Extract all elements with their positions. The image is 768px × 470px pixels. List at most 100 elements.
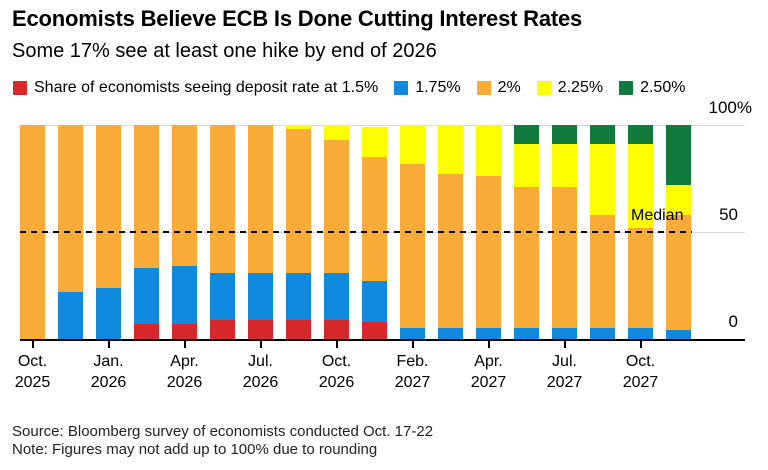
xlabel-Oct.2026: Oct. 2026: [295, 351, 379, 393]
bar-8: [286, 125, 311, 339]
bar-7: [248, 125, 273, 339]
bar-3-segment-2pct: [96, 125, 121, 288]
bar-7-segment-1.75pct: [248, 272, 273, 320]
source-note: Source: Bloomberg survey of economists c…: [12, 423, 433, 458]
bar-17-segment-1.75pct: [628, 328, 653, 339]
page-title: Economists Believe ECB Is Done Cutting I…: [12, 6, 583, 31]
median-line: [20, 230, 692, 233]
xtick-Apr.2026: [183, 341, 186, 348]
bar-5-segment-1.5pct: [172, 324, 197, 339]
bar-17-segment-2.25pct: [628, 144, 653, 228]
xlabel-month: Feb.: [396, 353, 429, 370]
bar-18-segment-2pct: [666, 214, 691, 331]
median-label: Median: [631, 207, 684, 224]
bar-15-segment-2.25pct: [552, 144, 577, 188]
xlabel-Oct.2027: Oct. 2027: [599, 351, 683, 393]
xlabel-year: 2026: [90, 374, 127, 391]
legend-label: 2%: [497, 79, 521, 96]
xtick-Oct.2027: [639, 341, 642, 348]
legend-swatch-icon: [476, 81, 491, 95]
ytick-label-100: 100%: [708, 98, 752, 117]
legend-label: Share of economists seeing deposit rate …: [34, 79, 379, 96]
bar-10-segment-1.5pct: [362, 321, 387, 339]
bar-17-segment-2.50pct: [628, 125, 653, 145]
bar-6: [210, 125, 235, 339]
bar-8-segment-1.75pct: [286, 272, 311, 320]
xlabel-month: Oct.: [321, 353, 352, 370]
bar-5-segment-2pct: [172, 125, 197, 267]
bar-11-segment-2pct: [400, 163, 425, 329]
bar-14-segment-1.75pct: [514, 328, 539, 339]
xlabel-month: Oct.: [17, 353, 48, 370]
xtick-Jul.2027: [563, 341, 566, 348]
bar-6-segment-2pct: [210, 125, 235, 273]
bar-17-segment-2pct: [628, 227, 653, 329]
legend-item-2.25pct: 2.25%: [536, 79, 603, 97]
bar-16: [590, 125, 615, 339]
xlabel-month: Jul.: [552, 353, 577, 370]
xlabel-month: Oct.: [625, 353, 656, 370]
bar-14-segment-2.25pct: [514, 144, 539, 188]
legend-item-1.75pct: 1.75%: [394, 79, 461, 97]
legend-item-2pct: 2%: [476, 79, 521, 97]
bar-2-segment-2pct: [58, 125, 83, 292]
legend: Share of economists seeing deposit rate …: [13, 79, 685, 97]
xtick-Jan.2026: [107, 341, 110, 348]
xlabel-Jul.2027: Jul. 2027: [523, 351, 607, 393]
xlabel-Apr.2026: Apr. 2026: [143, 351, 227, 393]
xlabel-year: 2026: [318, 374, 355, 391]
xlabel-Jan.2026: Jan. 2026: [67, 351, 151, 393]
xlabel-month: Apr.: [170, 353, 199, 370]
xtick-Apr.2027: [487, 341, 490, 348]
bar-16-segment-2pct: [590, 214, 615, 329]
xlabel-Apr.2027: Apr. 2027: [447, 351, 531, 393]
bar-17: [628, 125, 653, 339]
xlabel-year: 2027: [546, 374, 583, 391]
bar-6-segment-1.75pct: [210, 272, 235, 320]
bar-15-segment-1.75pct: [552, 328, 577, 339]
legend-swatch-icon: [13, 81, 27, 95]
bar-9: [324, 125, 349, 339]
xlabel-Feb.2027: Feb. 2027: [371, 351, 455, 393]
legend-swatch-icon: [619, 81, 634, 95]
legend-swatch-icon: [536, 81, 551, 95]
bar-13-segment-2.25pct: [476, 125, 501, 177]
bar-11-segment-1.75pct: [400, 328, 425, 339]
bar-18-segment-2.50pct: [666, 125, 691, 185]
gridline-100: [20, 125, 745, 126]
note-line: Note: Figures may not add up to 100% due…: [12, 440, 378, 458]
xlabel-Oct.2025: Oct. 2025: [0, 351, 75, 393]
bar-10-segment-2.25pct: [362, 127, 387, 158]
legend-item-2.50pct: 2.50%: [619, 79, 685, 97]
bar-5: [172, 125, 197, 339]
bar-7-segment-2pct: [248, 125, 273, 273]
bar-12-segment-2pct: [438, 174, 463, 329]
bar-14-segment-2.50pct: [514, 125, 539, 145]
bar-18-segment-2.25pct: [666, 184, 691, 215]
bar-8-segment-2.25pct: [286, 125, 311, 130]
legend-label: 2.50%: [640, 79, 686, 96]
bar-16-segment-2.50pct: [590, 125, 615, 145]
bar-13: [476, 125, 501, 339]
xlabel-month: Apr.: [474, 353, 503, 370]
bar-12-segment-2.25pct: [438, 125, 463, 175]
legend-swatch-icon: [394, 81, 409, 95]
bar-9-segment-1.75pct: [324, 272, 349, 320]
xtick-Jul.2026: [259, 341, 262, 348]
ytick-label-0: 0: [728, 312, 738, 331]
xtick-Oct.2025: [31, 341, 34, 348]
source-line: Source: Bloomberg survey of economists c…: [12, 423, 434, 440]
legend-item-1.5pct: Share of economists seeing deposit rate …: [13, 79, 378, 97]
xlabel-year: 2027: [470, 374, 507, 391]
bar-18-segment-1.75pct: [666, 330, 691, 339]
xlabel-month: Jan.: [93, 353, 124, 370]
chart-subtitle: Some 17% see at least one hike by end of…: [12, 40, 437, 62]
xlabel-Jul.2026: Jul. 2026: [219, 351, 303, 393]
bar-15-segment-2pct: [552, 187, 577, 329]
xlabel-year: 2027: [394, 374, 431, 391]
bar-10: [362, 127, 387, 339]
xlabel-year: 2026: [166, 374, 203, 391]
xlabel-month: Jul.: [248, 353, 273, 370]
xtick-Oct.2026: [335, 341, 338, 348]
